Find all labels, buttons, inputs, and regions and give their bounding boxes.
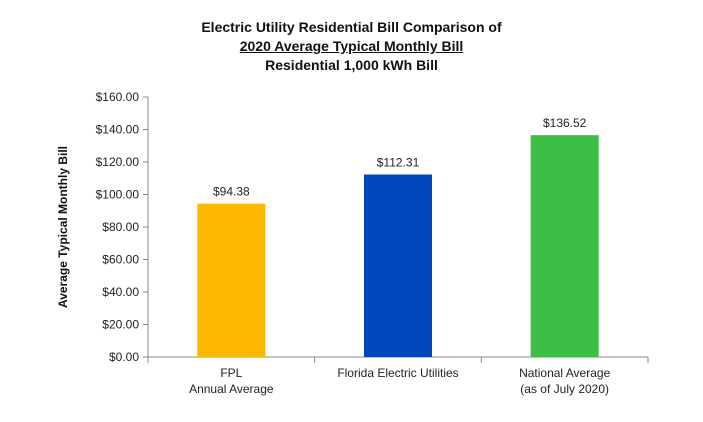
category-label: (as of July 2020) (520, 382, 609, 396)
category-label: Annual Average (189, 382, 274, 396)
chart-title-block: Electric Utility Residential Bill Compar… (0, 18, 703, 75)
y-tick-label: $100.00 (96, 188, 140, 202)
category-label: FPL (220, 366, 242, 380)
y-tick-label: $20.00 (102, 318, 139, 332)
data-label: $94.38 (213, 185, 250, 199)
y-tick-label: $60.00 (102, 253, 139, 267)
y-tick-label: $40.00 (102, 285, 139, 299)
chart-title: Electric Utility Residential Bill Compar… (201, 19, 502, 35)
category-label: National Average (519, 366, 611, 380)
y-tick-label: $160.00 (96, 90, 140, 104)
data-label: $136.52 (543, 116, 587, 130)
y-tick-label: $140.00 (96, 123, 140, 137)
bar (530, 135, 599, 357)
bar (364, 174, 432, 357)
chart-subtitle: 2020 Average Typical Monthly Bill (239, 38, 464, 54)
bar (197, 203, 266, 357)
y-tick-label: $120.00 (96, 155, 140, 169)
y-axis-title: Average Typical Monthly Bill (56, 146, 70, 308)
y-tick-label: $80.00 (102, 220, 139, 234)
category-label: Florida Electric Utilities (337, 366, 458, 380)
chart-subtitle-2: Residential 1,000 kWh Bill (265, 57, 438, 73)
data-label: $112.31 (377, 155, 420, 169)
y-tick-label: $0.00 (109, 350, 139, 364)
